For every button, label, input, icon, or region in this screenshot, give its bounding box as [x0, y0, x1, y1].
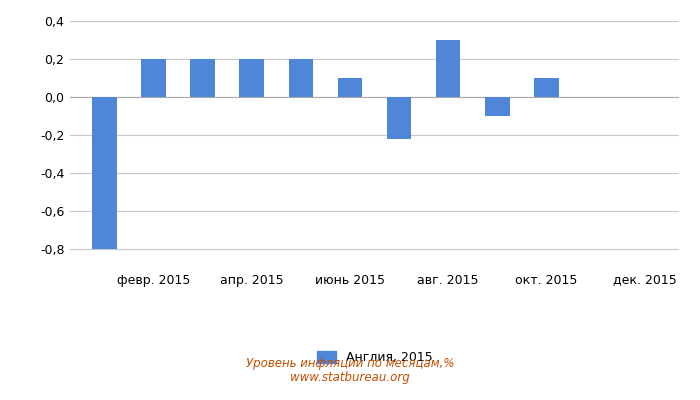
Bar [337, 78, 362, 97]
Bar [534, 78, 559, 97]
Bar [239, 60, 264, 97]
Bar [288, 60, 313, 97]
Bar [436, 40, 461, 97]
Bar [485, 97, 510, 116]
Bar [190, 60, 215, 97]
Bar [387, 97, 412, 139]
Text: www.statbureau.org: www.statbureau.org [290, 372, 410, 384]
Text: Уровень инфляции по месяцам,%: Уровень инфляции по месяцам,% [246, 358, 454, 370]
Bar [92, 97, 117, 249]
Legend: Англия, 2015: Англия, 2015 [312, 346, 438, 369]
Bar [141, 60, 166, 97]
